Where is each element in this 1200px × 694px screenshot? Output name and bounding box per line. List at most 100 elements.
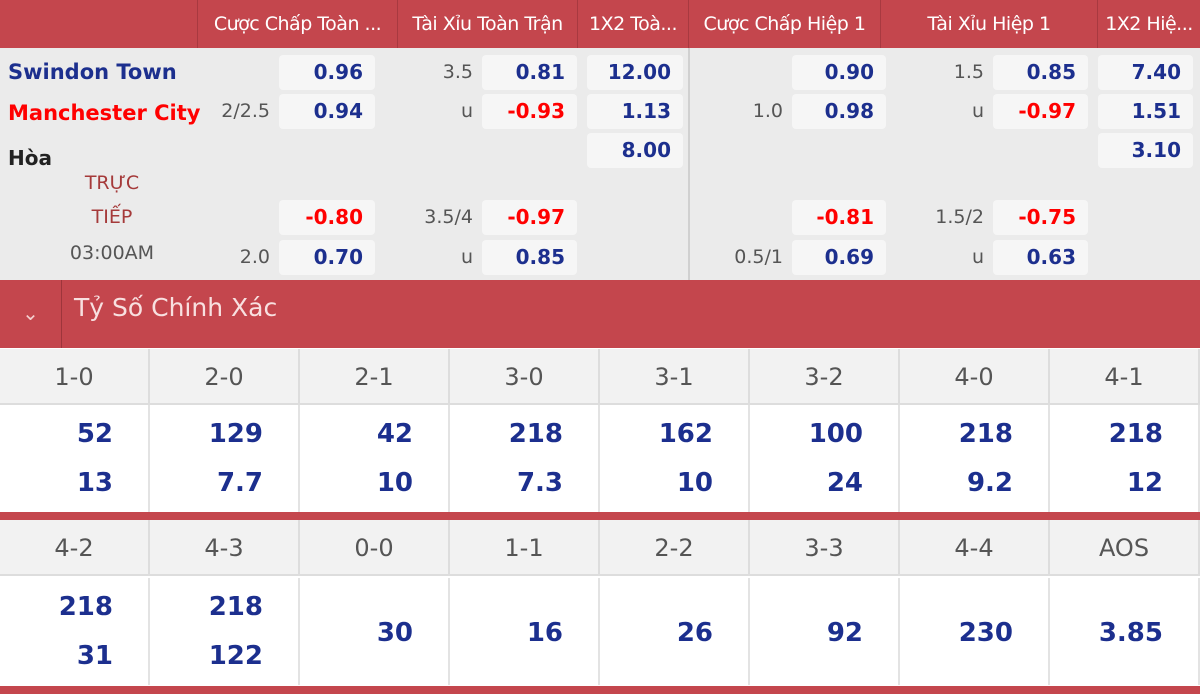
- odds-cell[interactable]: 0.94: [279, 94, 375, 129]
- odds-cell[interactable]: -0.80: [279, 200, 375, 235]
- score-odds[interactable]: 100: [808, 419, 863, 449]
- odds-cell[interactable]: 1.13: [587, 94, 683, 129]
- score-odds[interactable]: 92: [826, 618, 863, 648]
- section-title: Tỷ Số Chính Xác: [74, 293, 278, 322]
- h1-hdp-line: 1.0: [752, 100, 783, 122]
- home-team: Swindon Town: [8, 60, 177, 84]
- score-odds[interactable]: 16: [526, 618, 563, 648]
- odds-cell[interactable]: 0.85: [482, 240, 577, 275]
- score-odds[interactable]: 7.7: [216, 468, 263, 498]
- away-team: Manchester City: [8, 101, 201, 125]
- score-odds[interactable]: 30: [376, 618, 413, 648]
- under-label: u: [971, 100, 984, 122]
- score-odds[interactable]: 31: [76, 641, 113, 671]
- odds-cell[interactable]: 0.63: [993, 240, 1088, 275]
- score-label: 0-0: [300, 520, 450, 576]
- ft-ou-line: 3.5: [442, 61, 473, 83]
- score-odds-cell[interactable]: 26: [600, 578, 750, 685]
- odds-cell[interactable]: 7.40: [1098, 55, 1193, 90]
- score-label: 2-0: [150, 349, 300, 405]
- score-odds[interactable]: 26: [676, 618, 713, 648]
- score-label: 3-0: [450, 349, 600, 405]
- score-label: AOS: [1050, 520, 1200, 576]
- odds-cell[interactable]: 0.81: [482, 55, 577, 90]
- score-label: 1-1: [450, 520, 600, 576]
- col-h1-over-under[interactable]: Tài Xỉu Hiệp 1: [880, 0, 1097, 48]
- col-ft-over-under[interactable]: Tài Xỉu Toàn Trận: [397, 0, 577, 48]
- score-odds[interactable]: 122: [208, 641, 263, 671]
- odds-cell[interactable]: -0.97: [482, 200, 577, 235]
- odds-cell[interactable]: 0.96: [279, 55, 375, 90]
- score-odds-cell[interactable]: 42 10: [300, 405, 450, 512]
- score-odds[interactable]: 52: [76, 419, 113, 449]
- under-label: u: [460, 100, 473, 122]
- score-odds[interactable]: 24: [826, 468, 863, 498]
- score-odds[interactable]: 7.3: [516, 468, 563, 498]
- odds-cell[interactable]: -0.81: [792, 200, 886, 235]
- odds-cell[interactable]: -0.93: [482, 94, 577, 129]
- score-labels-row-1: 1-0 2-0 2-1 3-0 3-1 3-2 4-0 4-1: [0, 349, 1200, 405]
- score-odds-cell[interactable]: 92: [750, 578, 900, 685]
- odds-cell[interactable]: 0.69: [792, 240, 886, 275]
- odds-header: Cược Chấp Toàn ... Tài Xỉu Toàn Trận 1X2…: [0, 0, 1200, 48]
- score-odds-cell[interactable]: 218 12: [1050, 405, 1200, 512]
- score-odds-cell[interactable]: 3.85: [1050, 578, 1200, 685]
- odds-cell[interactable]: 8.00: [587, 133, 683, 168]
- score-odds-cell[interactable]: 52 13: [0, 405, 150, 512]
- score-odds[interactable]: 129: [208, 419, 263, 449]
- score-odds[interactable]: 218: [208, 592, 263, 622]
- odds-cell[interactable]: 0.98: [792, 94, 886, 129]
- odds-cell[interactable]: -0.75: [993, 200, 1088, 235]
- col-ft-handicap[interactable]: Cược Chấp Toàn ...: [197, 0, 397, 48]
- score-values-row-2: 218 31 218 122 30 16 26 92 230 3.85: [0, 578, 1200, 685]
- col-h1-handicap[interactable]: Cược Chấp Hiệp 1: [688, 0, 880, 48]
- odds-cell[interactable]: 0.70: [279, 240, 375, 275]
- score-label: 3-2: [750, 349, 900, 405]
- under-label: u: [460, 246, 473, 268]
- score-odds-cell[interactable]: 16: [450, 578, 600, 685]
- score-odds-cell[interactable]: 162 10: [600, 405, 750, 512]
- ft-hdp-alt-line: 2.0: [239, 246, 270, 268]
- score-label: 2-2: [600, 520, 750, 576]
- ft-hdp-line: 2/2.5: [221, 100, 270, 122]
- score-odds-cell[interactable]: 30: [300, 578, 450, 685]
- correct-score-header[interactable]: ⌄ Tỷ Số Chính Xác: [0, 280, 1200, 348]
- score-odds[interactable]: 10: [376, 468, 413, 498]
- score-odds[interactable]: 42: [376, 419, 413, 449]
- odds-cell[interactable]: 0.90: [792, 55, 886, 90]
- score-odds[interactable]: 9.2: [966, 468, 1013, 498]
- live-status: TRỰC: [84, 172, 140, 194]
- score-label: 4-4: [900, 520, 1050, 576]
- score-odds[interactable]: 162: [658, 419, 713, 449]
- score-odds[interactable]: 230: [958, 618, 1013, 648]
- score-label: 4-2: [0, 520, 150, 576]
- odds-cell[interactable]: 12.00: [587, 55, 683, 90]
- score-label: 4-1: [1050, 349, 1200, 405]
- match-time: 03:00AM: [69, 242, 155, 264]
- score-odds-cell[interactable]: 218 31: [0, 578, 150, 685]
- divider: [688, 48, 690, 280]
- score-odds[interactable]: 218: [1108, 419, 1163, 449]
- score-labels-row-2: 4-2 4-3 0-0 1-1 2-2 3-3 4-4 AOS: [0, 520, 1200, 576]
- score-odds-cell[interactable]: 218 7.3: [450, 405, 600, 512]
- score-odds[interactable]: 13: [76, 468, 113, 498]
- draw-label: Hòa: [8, 146, 52, 170]
- odds-cell[interactable]: 3.10: [1098, 133, 1193, 168]
- odds-cell[interactable]: -0.97: [993, 94, 1088, 129]
- score-odds-cell[interactable]: 100 24: [750, 405, 900, 512]
- odds-cell[interactable]: 0.85: [993, 55, 1088, 90]
- col-h1-1x2[interactable]: 1X2 Hiệ...: [1097, 0, 1200, 48]
- score-odds-cell[interactable]: 218 9.2: [900, 405, 1050, 512]
- col-ft-1x2[interactable]: 1X2 Toà...: [577, 0, 688, 48]
- chevron-down-icon[interactable]: ⌄: [0, 280, 62, 348]
- score-odds-cell[interactable]: 230: [900, 578, 1050, 685]
- score-odds-cell[interactable]: 129 7.7: [150, 405, 300, 512]
- score-odds[interactable]: 12: [1126, 468, 1163, 498]
- score-odds[interactable]: 3.85: [1098, 618, 1163, 648]
- odds-cell[interactable]: 1.51: [1098, 94, 1193, 129]
- score-odds-cell[interactable]: 218 122: [150, 578, 300, 685]
- score-odds[interactable]: 218: [958, 419, 1013, 449]
- score-odds[interactable]: 218: [58, 592, 113, 622]
- score-odds[interactable]: 10: [676, 468, 713, 498]
- score-odds[interactable]: 218: [508, 419, 563, 449]
